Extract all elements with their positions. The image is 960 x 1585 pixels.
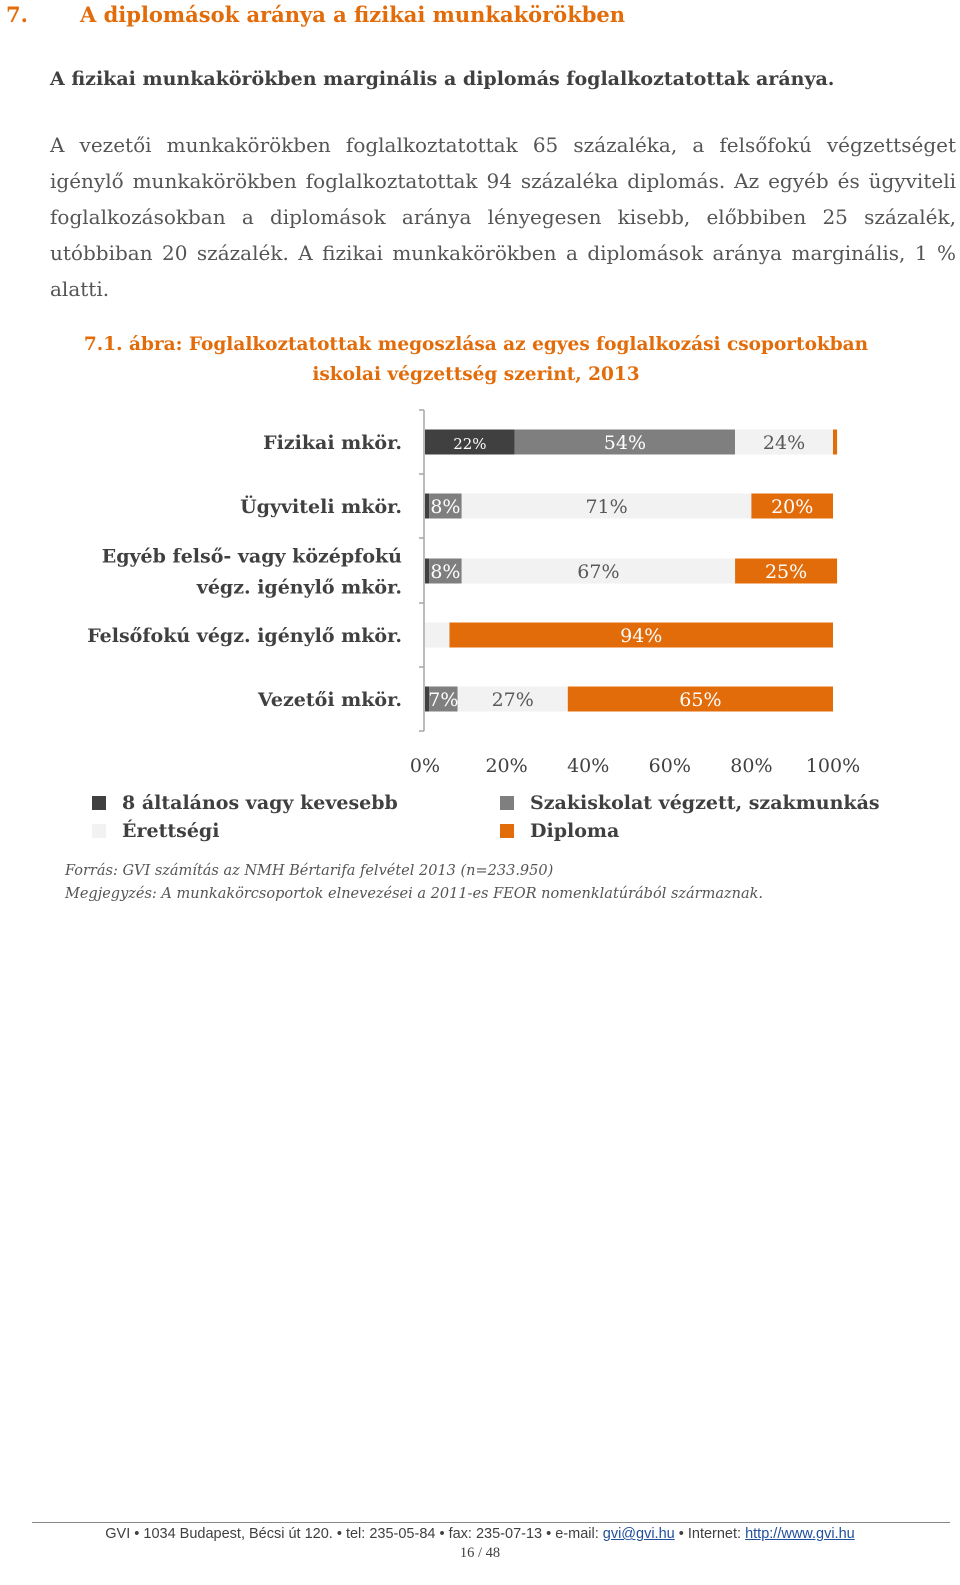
stacked-bar-chart: Fizikai mkör. 22% 54% 24% Ügyviteli mkör. 8% 7… [87,409,860,777]
footer-website-link[interactable]: http://www.gvi.hu [745,1526,855,1542]
data-label: 27% [492,689,534,711]
footer-internet-label: • Internet: [674,1526,746,1542]
data-label: 65% [679,689,721,711]
bar-segment [833,429,838,455]
section-title: A diplomások aránya a fizikai munkakörök… [80,2,626,27]
x-tick-label: 0% [410,755,440,777]
category-label: végz. igénylő mkör. [196,577,402,599]
bar-segment [425,493,430,519]
bar-segment [425,622,450,648]
figure-title: 7.1. ábra: Foglalkoztatottak megoszlása … [66,330,886,390]
footer-email-link[interactable]: gvi@gvi.hu [602,1526,675,1542]
legend-label-elementary: 8 általános vagy kevesebb [122,792,398,814]
page-footer: GVI • 1034 Budapest, Bécsi út 120. • tel… [0,1526,960,1562]
legend-item-elementary: 8 általános vagy kevesebb [92,792,398,814]
bar-segment [429,493,462,519]
remark-note: Megjegyzés: A munkakörcsoportok elnevezé… [65,886,764,902]
bar-segment [449,622,833,648]
category-label: Fizikai mkör. [263,432,402,454]
bar-segment [425,686,430,712]
legend-item-diploma: Diploma [500,820,619,842]
bar-segment [461,558,736,584]
bar-segment [461,493,752,519]
legend-swatch-vocational [500,796,514,810]
footer-divider [32,1522,950,1523]
bar-segment [567,686,833,712]
x-tick-label: 40% [567,755,609,777]
footer-contact: GVI • 1034 Budapest, Bécsi út 120. • tel… [0,1526,960,1542]
section-heading: 7. A diplomások aránya a fizikai munkakö… [0,0,960,30]
legend-swatch-highschool [92,824,106,838]
category-label: Ügyviteli mkör. [240,495,402,518]
figure-notes: Forrás: GVI számítás az NMH Bértarifa fe… [65,860,763,906]
section-number: 7. [6,2,28,27]
legend-label-highschool: Érettségi [122,820,220,842]
data-label: 7% [428,689,458,711]
bar-segment [735,429,833,455]
bar-segment [735,558,838,584]
bar-segment [429,686,458,712]
bar-segment [751,493,833,519]
footer-org: GVI • 1034 Budapest, Bécsi út 120. • tel… [105,1526,603,1542]
bar-segment [457,686,568,712]
x-tick-label: 100% [806,755,860,777]
bar-segment [425,558,430,584]
x-tick-label: 80% [730,755,772,777]
data-label: 24% [763,432,805,454]
data-label: 8% [430,561,460,583]
data-label: 20% [771,496,813,518]
body-paragraph: A vezetői munkakörökben foglalkoztatotta… [50,133,956,301]
data-label: 25% [765,561,807,583]
figure-title-text: Foglalkoztatottak megoszlása az egyes fo… [188,334,869,385]
lead-sentence: A fizikai munkakörökben marginális a dip… [50,68,835,90]
legend-label-vocational: Szakiskolat végzett, szakmunkás [530,792,880,814]
x-tick-label: 60% [649,755,691,777]
legend-swatch-diploma [500,824,514,838]
data-label: 94% [620,625,662,647]
page-number: 16 / 48 [459,1545,501,1561]
data-label: 54% [604,432,646,454]
legend-item-vocational: Szakiskolat végzett, szakmunkás [500,792,880,814]
bar-segment [514,429,736,455]
category-label: Vezetői mkör. [257,689,402,711]
legend-label-diploma: Diploma [530,820,620,842]
legend-item-highschool: Érettségi [92,820,219,842]
figure-title-separator: : [175,334,189,355]
category-label: Felsőfokú végz. igénylő mkör. [87,625,402,647]
source-note: Forrás: GVI számítás az NMH Bértarifa fe… [65,863,554,879]
data-label: 22% [453,435,486,453]
bar-segment [429,558,462,584]
data-label: 67% [577,561,619,583]
bar-segment [425,429,515,455]
legend-swatch-elementary [92,796,106,810]
x-tick-label: 20% [485,755,527,777]
figure-title-prefix: 7.1. ábra [83,334,176,355]
data-label: 8% [430,496,460,518]
data-label: 71% [585,496,627,518]
category-label: Egyéb felső- vagy középfokú [102,546,402,568]
